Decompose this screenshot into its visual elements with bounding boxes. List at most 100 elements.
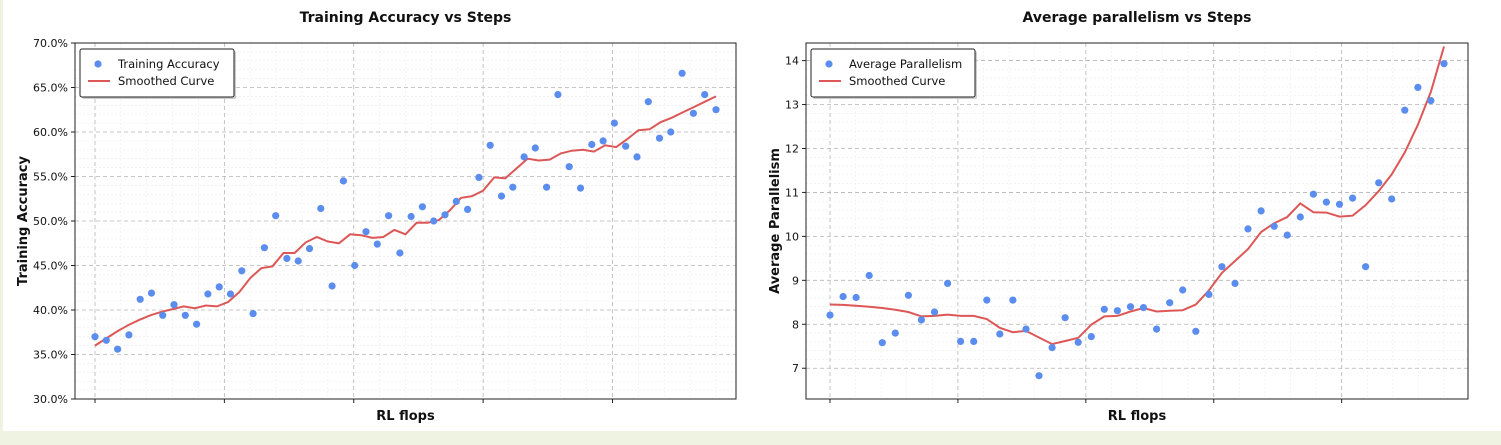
data-point: [644, 98, 652, 106]
data-point: [520, 153, 528, 161]
legend: Average Parallelism Smoothed Curve: [810, 48, 977, 99]
data-point: [1388, 195, 1396, 203]
y-axis-label: Training Accuracy: [16, 155, 31, 285]
data-point: [839, 293, 847, 301]
data-point: [1048, 344, 1056, 352]
y-tick-label: 45.0%: [33, 260, 68, 273]
data-point: [1192, 327, 1200, 335]
data-point: [543, 183, 551, 191]
data-point: [1296, 213, 1304, 221]
data-point: [633, 153, 641, 161]
data-point: [396, 249, 404, 257]
data-point: [317, 204, 325, 213]
data-point: [509, 183, 517, 191]
data-point: [1166, 299, 1174, 307]
data-point: [1231, 279, 1239, 287]
data-point: [599, 137, 607, 145]
data-point: [1349, 194, 1357, 202]
y-tick-label: 10: [785, 230, 799, 243]
data-point: [147, 289, 156, 297]
legend-label-line: Smoothed Curve: [118, 74, 214, 88]
legend-label-line: Smoothed Curve: [849, 74, 945, 88]
legend-box: [79, 48, 235, 98]
data-point: [1139, 304, 1148, 312]
data-point: [430, 217, 438, 225]
data-point: [339, 177, 347, 185]
data-point: [1335, 200, 1344, 208]
plot-frame: [74, 42, 737, 400]
y-tick-label: 12: [785, 142, 799, 155]
data-point: [1375, 179, 1383, 187]
data-point: [1309, 190, 1317, 198]
y-tick-label: 55.0%: [33, 171, 68, 184]
x-axis-label: RL flops: [1108, 409, 1167, 424]
data-point: [983, 296, 991, 304]
data-point: [136, 295, 144, 303]
data-point: [554, 91, 562, 99]
data-point: [588, 140, 596, 149]
y-tick-label: 14: [785, 55, 799, 68]
legend-label-points: Average Parallelism: [849, 57, 962, 71]
data-point: [1257, 207, 1265, 215]
data-point: [464, 205, 472, 213]
data-point: [1061, 314, 1069, 322]
data-point: [351, 261, 359, 270]
data-point: [1035, 372, 1043, 380]
data-point: [826, 311, 834, 319]
data-point: [125, 331, 133, 339]
y-tick-label: 9: [792, 274, 799, 287]
legend-marker-points: [94, 60, 102, 68]
smoothed-curve-line: [829, 46, 1445, 346]
data-point: [1022, 325, 1030, 333]
plot-frame: [805, 42, 1469, 400]
data-point: [1179, 286, 1187, 294]
data-point: [655, 134, 664, 142]
data-point: [610, 119, 619, 127]
data-point: [917, 316, 926, 324]
y-tick-label: 70.0%: [33, 37, 68, 50]
y-tick-label: 30.0%: [33, 393, 68, 406]
data-point: [452, 197, 460, 205]
chart-2: 7 8 9 10 11 12 13 14 Average parallelism vs Step…: [768, 10, 1469, 424]
data-point: [1218, 263, 1226, 271]
data-point: [418, 203, 426, 211]
data-point: [486, 141, 494, 149]
legend: Training Accuracy Smoothed Curve: [79, 48, 236, 99]
data-point: [238, 267, 246, 275]
y-tick-label: 11: [785, 186, 799, 199]
data-point: [407, 212, 415, 221]
data-point: [996, 330, 1004, 338]
data-point: [215, 283, 223, 291]
data-point: [249, 310, 257, 318]
chart-title: Training Accuracy vs Steps: [300, 10, 512, 26]
y-tick-label: 60.0%: [33, 126, 68, 139]
y-tick-label: 35.0%: [33, 349, 68, 362]
data-point: [305, 245, 314, 253]
data-point: [260, 244, 268, 252]
y-tick-label: 65.0%: [33, 82, 68, 95]
data-point: [385, 212, 393, 220]
data-point: [1283, 231, 1291, 239]
data-point: [1087, 333, 1095, 341]
data-point: [362, 228, 370, 236]
data-point: [891, 329, 899, 337]
data-point: [91, 333, 99, 341]
data-point: [226, 290, 235, 298]
y-tick-label: 50.0%: [33, 215, 68, 228]
data-point: [283, 254, 291, 262]
figure-canvas: 30.0% 35.0% 40.0% 45.0% 50.0% 55.0% 60.0% 65.0%…: [16, 10, 1469, 424]
data-point: [170, 301, 178, 309]
data-point: [576, 184, 585, 192]
data-point: [204, 290, 212, 298]
legend-marker-points: [825, 60, 833, 68]
y-tick-label: 40.0%: [33, 304, 68, 317]
data-point: [1270, 222, 1278, 230]
data-point: [689, 109, 698, 117]
data-point: [970, 337, 978, 345]
data-point: [865, 271, 873, 280]
data-point: [1009, 296, 1017, 304]
data-point: [1362, 263, 1370, 271]
data-point: [565, 163, 573, 171]
data-point: [441, 211, 449, 219]
